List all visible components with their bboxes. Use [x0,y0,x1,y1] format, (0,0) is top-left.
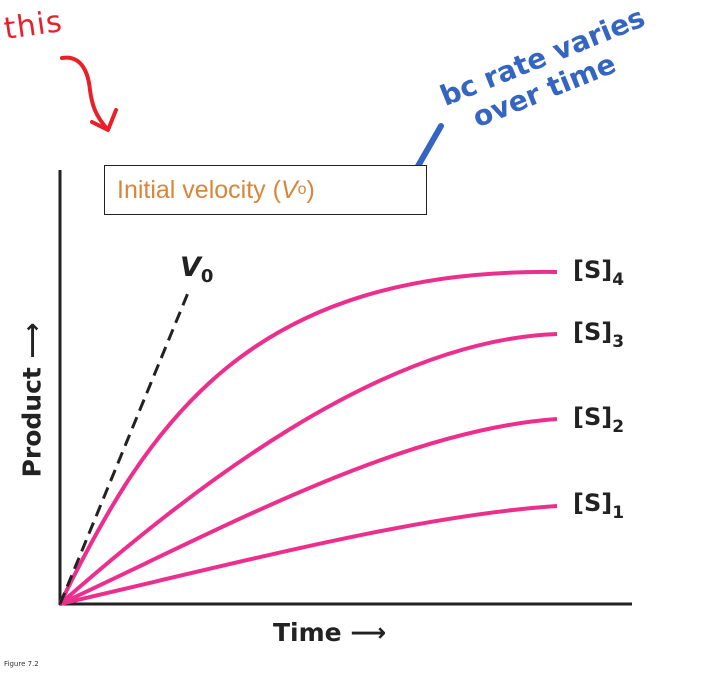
legend-s1-label: [S] [573,489,613,517]
v0-label: V0 [180,252,213,287]
legend-s4-sub: 4 [612,270,625,290]
legend-s2-sub: 2 [612,417,625,437]
legend-s2-label: [S] [573,403,613,431]
legend-s3-label: [S] [573,318,613,346]
initial-velocity-text: Initial velocity ( [117,175,281,204]
legend-s3-sub: 3 [612,332,625,352]
legend-s1: [S]1 [573,489,624,523]
y-axis-label: Product ⟶ [17,322,47,478]
v0-tangent-line [58,287,192,605]
legend-s3: [S]3 [573,318,624,352]
curve-s1 [59,504,558,606]
velocity-subscript: o [297,181,307,198]
legend-s4: [S]4 [573,256,624,290]
curve-s2 [59,417,558,606]
velocity-symbol: V [280,175,298,204]
legend-s2: [S]2 [573,403,624,437]
paren-close: ) [306,175,315,204]
v0-symbol: V [180,252,201,283]
x-axis-label: Time ⟶ [273,618,387,647]
figure-caption: Figure 7.2 [4,660,39,668]
legend-s4-label: [S] [573,256,613,284]
curve-s4 [58,269,558,605]
legend-s1-sub: 1 [612,503,625,523]
red-arrow-icon [60,55,118,132]
v0-subscript: 0 [200,266,214,287]
curve-s3 [58,332,558,606]
